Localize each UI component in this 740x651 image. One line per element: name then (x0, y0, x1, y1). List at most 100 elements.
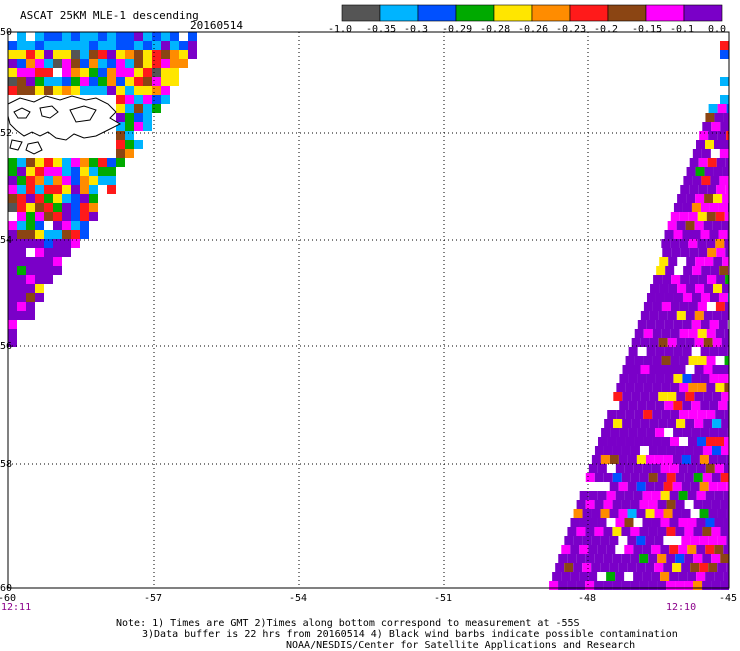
swath-cell (630, 581, 639, 590)
swath-cell (143, 104, 152, 113)
swath-cell (669, 518, 678, 527)
legend-swatch (380, 5, 418, 21)
swath-cell (143, 95, 152, 104)
swath-cell (610, 428, 619, 437)
swath-cell (628, 482, 637, 491)
swath-cell (628, 401, 637, 410)
swath-cell (8, 185, 17, 194)
swath-cell (649, 500, 658, 509)
swath-cell (26, 302, 35, 311)
swath-cell (116, 113, 125, 122)
swath-cell (691, 455, 700, 464)
latitude-label: -52 (0, 128, 12, 139)
swath-cell (662, 302, 671, 311)
swath-cell (8, 311, 17, 320)
swath-cell (640, 392, 649, 401)
swath-cell (706, 437, 715, 446)
swath-cell (681, 563, 690, 572)
swath-cell (35, 284, 44, 293)
swath-cell (701, 230, 710, 239)
swath-cell (610, 482, 619, 491)
swath-cell (625, 491, 634, 500)
swath-cell (625, 437, 634, 446)
swath-cell (8, 320, 17, 329)
swath-cell (601, 509, 610, 518)
swath-cell (716, 275, 725, 284)
swath-cell (17, 302, 26, 311)
swath-cell (17, 212, 26, 221)
longitude-label: -48 (578, 593, 596, 604)
swath-cell (689, 248, 698, 257)
swath-cell (641, 365, 650, 374)
swath-cell (107, 185, 116, 194)
swath-cell (644, 356, 653, 365)
swath-cell (705, 545, 714, 554)
swath-cell (567, 554, 576, 563)
swath-cell (722, 284, 729, 293)
swath-cell (71, 68, 80, 77)
swath-cell (665, 266, 674, 275)
swath-cell (719, 266, 728, 275)
swath-cell (26, 167, 35, 176)
swath-cell (692, 320, 701, 329)
swath-cell (706, 410, 715, 419)
swath-cell (683, 203, 692, 212)
swath-cell (703, 419, 712, 428)
swath-cell (667, 419, 676, 428)
swath-cell (725, 302, 729, 311)
swath-cell (179, 59, 188, 68)
longitude-label: -57 (144, 593, 162, 604)
swath-cell (670, 491, 679, 500)
swath-cell (53, 203, 62, 212)
swath-cell (35, 212, 44, 221)
swath-cell (628, 374, 637, 383)
legend-swatch (494, 5, 532, 21)
swath-cell (35, 266, 44, 275)
swath-cell (722, 194, 729, 203)
swath-cell (690, 536, 699, 545)
swath-cell (706, 464, 715, 473)
swath-cell (671, 302, 680, 311)
swath-cell (719, 293, 728, 302)
swath-cell (675, 581, 684, 590)
swath-cell (80, 176, 89, 185)
swath-cell (134, 68, 143, 77)
swath-cell (89, 41, 98, 50)
swath-cell (638, 320, 647, 329)
swath-cell (143, 32, 152, 41)
swath-cell (80, 167, 89, 176)
swath-cell (702, 122, 711, 131)
swath-cell (651, 518, 660, 527)
swath-cell (713, 365, 722, 374)
swath-cell (715, 491, 724, 500)
swath-cell (670, 464, 679, 473)
swath-cell (595, 500, 604, 509)
swath-cell (704, 194, 713, 203)
swath-cell (53, 59, 62, 68)
swath-cell (724, 410, 729, 419)
swath-cell (17, 311, 26, 320)
swath-cell (53, 167, 62, 176)
swath-cell (719, 203, 728, 212)
swath-cell (695, 284, 704, 293)
swath-cell (71, 176, 80, 185)
swath-cell (80, 212, 89, 221)
swath-cell (720, 50, 729, 59)
swath-cell (711, 527, 720, 536)
swath-cell (35, 68, 44, 77)
swath-cell (690, 158, 699, 167)
swath-cell (705, 140, 714, 149)
swath-cell (588, 572, 597, 581)
swath-cell (712, 419, 721, 428)
swath-cell (600, 536, 609, 545)
swath-cell (714, 113, 723, 122)
map-date: 20160514 (190, 20, 243, 32)
swath-cell (670, 239, 679, 248)
swath-cell (53, 257, 62, 266)
swath-cell (724, 437, 729, 446)
swath-cell (662, 248, 671, 257)
swath-cell (697, 410, 706, 419)
longitude-label: -51 (434, 593, 452, 604)
swath-cell (652, 383, 661, 392)
swath-cell (664, 401, 673, 410)
